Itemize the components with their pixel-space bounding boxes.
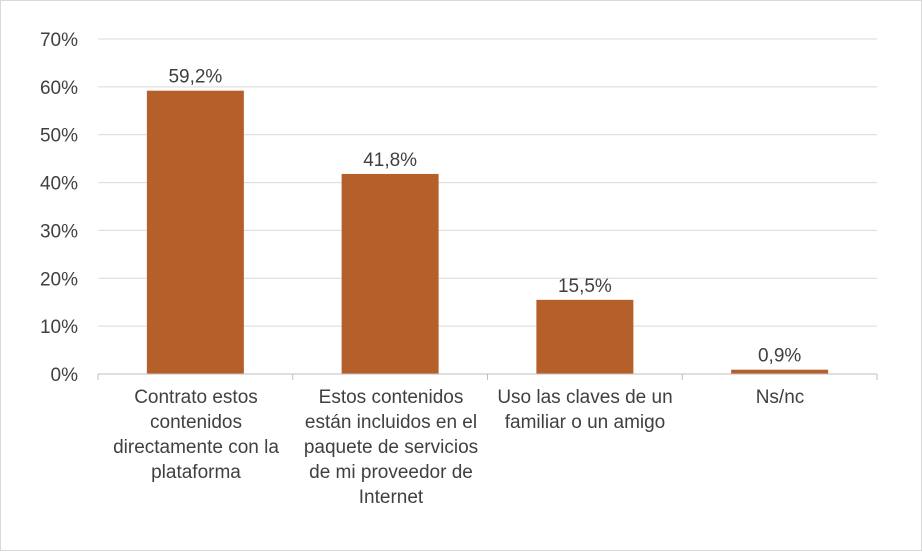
x-category-label: Ns/nc [755,387,805,408]
bar [341,173,439,374]
value-label: 0,9% [758,346,801,367]
data-labels: 59,2% 41,8% 15,5% 0,9% [168,67,801,367]
y-tick-label: 10% [40,317,78,338]
y-axis-tick-labels: 0% 10% 20% 30% 40% 50% 60% 70% [40,30,78,386]
value-label: 41,8% [363,150,417,171]
y-tick-label: 40% [40,174,78,195]
value-label: 15,5% [558,276,612,297]
x-category-label: Estos contenidos están incluidos en el p… [303,387,479,508]
y-tick-label: 30% [40,221,78,242]
y-tick-label: 50% [40,126,78,147]
y-tick-label: 70% [40,30,78,51]
x-category-label: Contrato estos contenidos directamente c… [113,387,279,483]
bar [146,90,244,374]
y-tick-label: 0% [51,365,79,386]
x-category-label: Uso las claves de un familiar o un amigo [497,387,673,433]
y-tick-label: 60% [40,78,78,99]
bar [731,369,829,374]
x-axis [97,373,878,380]
bar [536,299,634,374]
value-label: 59,2% [168,67,222,88]
y-tick-label: 20% [40,269,78,290]
bars [146,90,829,374]
